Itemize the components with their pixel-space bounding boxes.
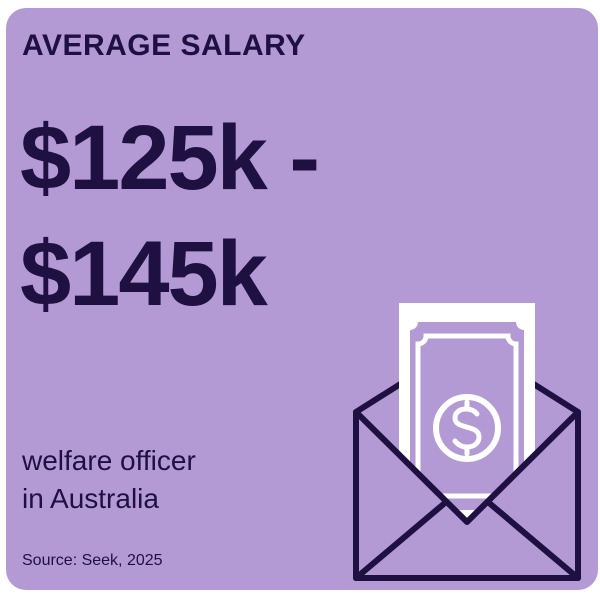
salary-range-line-2: $145k [20, 223, 268, 325]
source-note: Source: Seek, 2025 [22, 552, 163, 569]
job-location: in Australia [22, 483, 159, 514]
salary-card: AVERAGE SALARY $125k - $145k welfare off… [6, 8, 598, 590]
salary-range-line-1: $125k - [20, 107, 320, 209]
money-envelope-icon [353, 303, 581, 581]
salary-range: $125k - $145k [20, 100, 320, 332]
card-heading: AVERAGE SALARY [22, 29, 306, 62]
job-title: welfare officer [22, 445, 196, 476]
job-description: welfare officer in Australia [22, 442, 196, 518]
